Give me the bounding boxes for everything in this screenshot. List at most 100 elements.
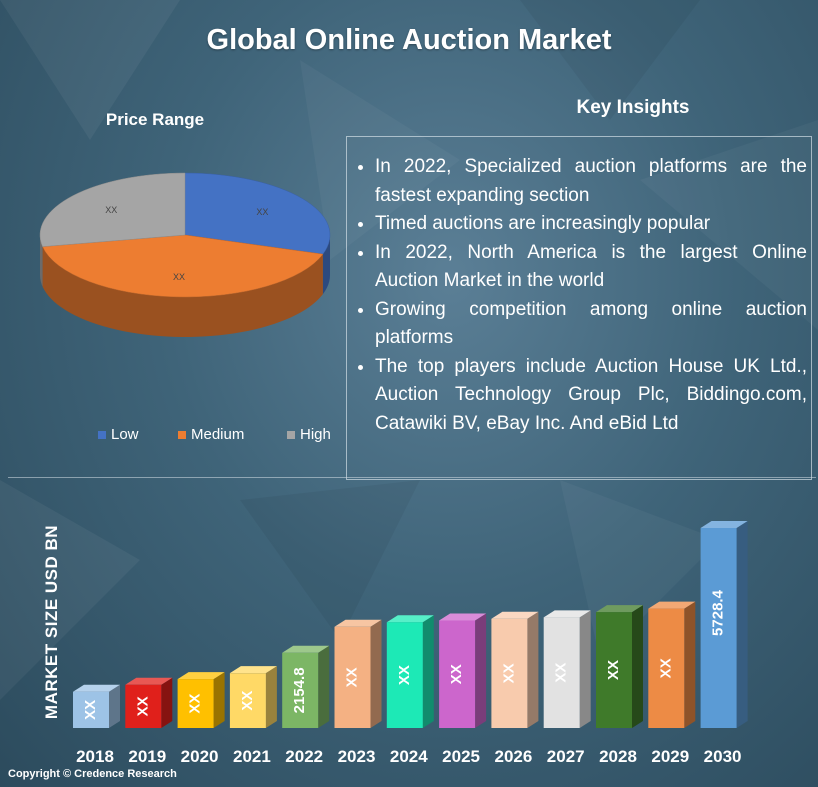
bar-2024: XX (386, 615, 434, 728)
bar-side-face (161, 677, 173, 728)
x-tick-label: 2018 (76, 747, 114, 766)
legend-swatch-high (287, 430, 295, 439)
bar-value-label: 2154.8 (291, 667, 308, 713)
copyright-text: Copyright © Credence Research (8, 768, 177, 780)
bar-top-face (125, 677, 173, 685)
bar-top-face (73, 684, 120, 692)
bar-2028: XX (596, 605, 643, 728)
bar-2030: 5728.4 (700, 521, 748, 728)
bar-front-face (596, 612, 632, 728)
bar-2025: XX (439, 613, 487, 728)
key-insights-list: In 2022, Specialized auction platforms a… (347, 137, 811, 438)
bar-2018: XX (73, 684, 120, 728)
bar-top-face (596, 605, 643, 613)
bar-value-label: XX (448, 664, 465, 684)
legend-item-high: High (287, 426, 331, 443)
bar-front-face (229, 673, 266, 728)
pie-side-low (322, 235, 330, 295)
bar-top-face (282, 645, 330, 653)
bar-front-face (648, 608, 685, 728)
bar-top-face (648, 601, 696, 609)
x-tick-label: 2022 (285, 747, 323, 766)
legend-item-medium: Medium (178, 426, 244, 443)
bar-value-label: XX (187, 694, 204, 714)
bar-2026: XX (491, 611, 539, 728)
insight-item: The top players include Auction House UK… (375, 353, 807, 439)
bar-value-label: XX (500, 663, 517, 683)
x-tick-label: 2023 (338, 747, 376, 766)
legend-label-high: High (300, 426, 331, 443)
bar-top-face (700, 521, 748, 528)
bar-front-face (73, 691, 109, 728)
x-tick-label: 2019 (128, 747, 166, 766)
bar-2027: XX (543, 610, 591, 728)
x-tick-label: 2024 (390, 747, 428, 766)
bar-2021: XX (229, 666, 277, 728)
bar-side-face (265, 666, 277, 728)
price-range-pie-chart: XX XX XX (39, 172, 331, 337)
bar-value-label: 5728.4 (710, 589, 727, 636)
bar-top-face (439, 613, 487, 621)
bar-side-face (422, 615, 434, 728)
legend-swatch-medium (178, 430, 186, 439)
bar-side-face (475, 613, 487, 728)
bar-value-label: XX (239, 691, 256, 711)
insight-item: Timed auctions are increasingly popular (375, 210, 807, 239)
bar-front-face (700, 528, 737, 728)
section-divider (8, 477, 816, 478)
legend-label-medium: Medium (191, 426, 245, 443)
bar-top-face (491, 611, 539, 619)
bar-side-face (527, 611, 539, 728)
bar-value-label: XX (134, 696, 151, 716)
legend-swatch-low (98, 430, 106, 439)
key-insights-box: In 2022, Specialized auction platforms a… (346, 136, 812, 480)
bar-top-face (177, 672, 225, 680)
bar-front-face (439, 620, 476, 728)
bar-front-face (386, 622, 423, 728)
x-tick-label: 2021 (233, 747, 271, 766)
pie-data-label: XX (105, 205, 117, 215)
bar-value-label: XX (657, 658, 674, 678)
page-title: Global Online Auction Market (206, 24, 612, 56)
bar-value-label: XX (553, 663, 570, 683)
bar-front-face (177, 679, 214, 728)
bar-side-face (632, 605, 643, 728)
x-tick-label: 2029 (651, 747, 689, 766)
legend-label-low: Low (111, 426, 139, 443)
bar-top-face (334, 619, 382, 627)
bar-front-face (543, 617, 580, 728)
pie-slice-high (39, 172, 186, 247)
bar-value-label: XX (605, 660, 622, 680)
bar-top-face (543, 610, 591, 618)
x-tick-label: 2030 (704, 747, 742, 766)
pie-slice-low (184, 172, 331, 255)
insight-item: In 2022, North America is the largest On… (375, 239, 807, 296)
bar-2029: XX (648, 601, 696, 728)
x-tick-label: 2026 (494, 747, 532, 766)
pie-slice-medium (42, 234, 324, 298)
bar-front-face (125, 684, 162, 728)
bar-side-face (684, 601, 696, 728)
bar-value-label: XX (82, 700, 99, 720)
x-tick-label: 2027 (547, 747, 585, 766)
bar-2022: 2154.8 (282, 645, 330, 728)
key-insights-title: Key Insights (576, 97, 690, 118)
bar-side-face (370, 619, 382, 728)
bar-side-face (736, 521, 748, 728)
bar-front-face (334, 626, 371, 728)
x-tick-label: 2025 (442, 747, 480, 766)
bar-side-face (109, 684, 120, 728)
bar-2023: XX (334, 619, 382, 728)
bar-2020: XX (177, 672, 225, 728)
insight-item: In 2022, Specialized auction platforms a… (375, 153, 807, 210)
pie-side-medium (42, 246, 323, 337)
bar-side-face (318, 645, 330, 728)
x-tick-label: 2028 (599, 747, 637, 766)
bar-side-face (213, 672, 225, 728)
bar-value-label: XX (343, 667, 360, 687)
insight-item: Growing competition among online auction… (375, 296, 807, 353)
pie-side-high (40, 235, 43, 287)
